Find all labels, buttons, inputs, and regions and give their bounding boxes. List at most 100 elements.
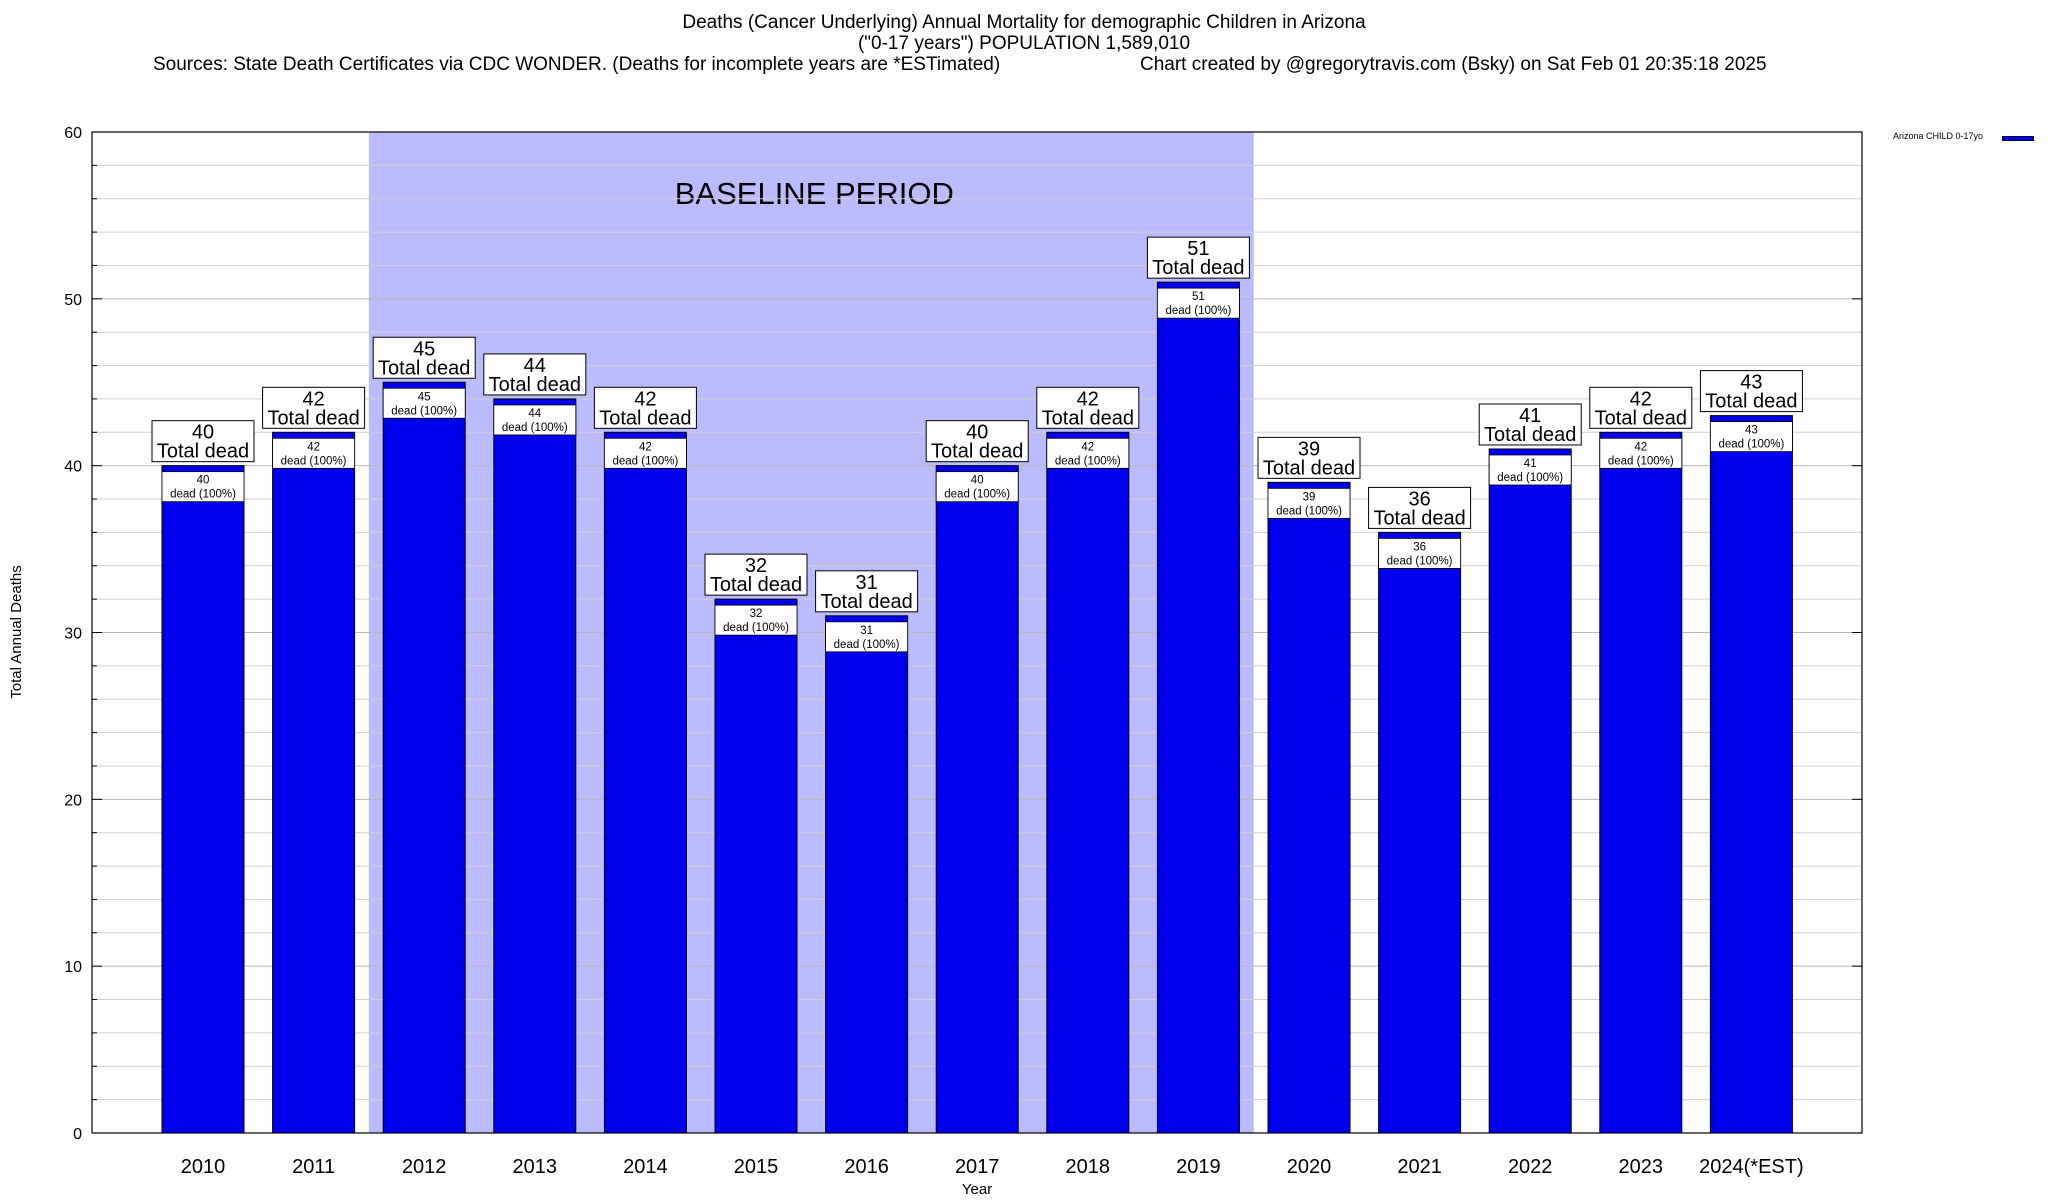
y-tick-label: 0 (73, 1126, 82, 1143)
total-label-box (593, 386, 697, 429)
inner-label-box (493, 404, 577, 436)
inner-value-label: 45 (418, 391, 431, 403)
total-value-label: 40 (966, 422, 988, 444)
total-text-label: Total dead (1373, 507, 1465, 529)
x-axis-label: Year (962, 1181, 992, 1198)
bar (1488, 448, 1572, 1134)
total-label-box (815, 570, 919, 613)
total-value-label: 42 (302, 388, 324, 410)
inner-label-box (1488, 454, 1572, 486)
inner-value-label: 42 (307, 441, 320, 453)
bar (1709, 415, 1793, 1134)
inner-percent-label: dead (100%) (170, 489, 236, 501)
inner-label-box (1710, 421, 1793, 453)
inner-percent-label: dead (100%) (1055, 455, 1121, 467)
total-label-box (483, 353, 587, 396)
bar (714, 598, 798, 1134)
inner-label-box (1599, 437, 1683, 469)
y-tick-label: 30 (64, 626, 82, 643)
total-label-box (704, 553, 808, 596)
bar-layer (161, 281, 1793, 1134)
total-label-box (151, 420, 255, 463)
total-label-box (262, 386, 366, 429)
bar (1378, 531, 1462, 1134)
total-value-label: 42 (1077, 388, 1099, 410)
x-tick-label: 2019 (1176, 1156, 1221, 1178)
inner-value-label: 31 (860, 625, 873, 637)
inner-value-label: 42 (639, 441, 652, 453)
bar (825, 615, 909, 1134)
inner-label-box (382, 387, 466, 419)
inner-value-label: 51 (1192, 291, 1205, 303)
y-tick-label: 20 (64, 792, 82, 809)
total-value-label: 42 (1630, 388, 1652, 410)
inner-percent-label: dead (100%) (281, 455, 347, 467)
total-label-box (372, 336, 476, 379)
chart-title-line-1: Deaths (Cancer Underlying) Annual Mortal… (682, 12, 1366, 33)
total-label-box (1257, 436, 1361, 479)
total-text-label: Total dead (820, 591, 912, 613)
inner-percent-label: dead (100%) (1497, 472, 1563, 484)
bar (272, 431, 356, 1134)
inner-value-label: 39 (1303, 491, 1316, 503)
total-value-label: 36 (1408, 488, 1430, 510)
inner-label-box (714, 604, 798, 636)
total-value-label: 40 (192, 422, 214, 444)
inner-value-label: 44 (528, 408, 541, 420)
total-label-box (1478, 403, 1582, 446)
inner-label-box (1046, 437, 1130, 469)
total-text-label: Total dead (1042, 407, 1134, 429)
total-value-label: 43 (1740, 372, 1762, 394)
axis-layer: 0 10 20 30 40 50 60 Total Annual Deaths Year (8, 125, 1862, 1198)
total-text-label: Total dead (1152, 257, 1244, 279)
inner-percent-label: dead (100%) (723, 622, 789, 634)
x-tick-label: 2013 (513, 1156, 558, 1178)
inner-percent-label: dead (100%) (944, 489, 1010, 501)
inner-label-box (1378, 538, 1461, 569)
x-tick-label: 2011 (292, 1156, 335, 1178)
baseline-label: BASELINE PERIOD (675, 176, 954, 211)
bar (493, 398, 577, 1134)
y-tick-label: 10 (64, 959, 82, 976)
total-value-label: 32 (745, 555, 767, 577)
bar (161, 465, 245, 1134)
total-value-label: 39 (1298, 438, 1320, 460)
inner-percent-label: dead (100%) (834, 639, 900, 651)
total-value-label: 31 (855, 572, 877, 594)
x-tick-label: 2015 (734, 1156, 779, 1178)
total-label-box (1036, 386, 1140, 429)
total-value-label: 45 (413, 338, 435, 360)
inner-percent-label: dead (100%) (1165, 305, 1231, 317)
inner-value-label: 43 (1745, 425, 1758, 437)
total-label-box (1368, 486, 1472, 529)
chart-credit-text: Chart created by @gregorytravis.com (Bsk… (1140, 54, 1767, 75)
bar (1046, 431, 1130, 1134)
x-tick-label: 2020 (1287, 1156, 1332, 1178)
inner-value-label: 40 (197, 475, 210, 487)
inner-value-label: 32 (750, 608, 763, 620)
bar (935, 465, 1019, 1134)
total-text-label: Total dead (599, 407, 691, 429)
bar (1267, 481, 1351, 1134)
chart-source-text: Sources: State Death Certificates via CD… (153, 54, 1001, 75)
legend-swatch (2002, 136, 2034, 141)
total-text-label: Total dead (1263, 457, 1355, 479)
total-text-label: Total dead (1484, 424, 1576, 446)
total-value-label: 44 (524, 355, 546, 377)
x-tick-label: 2014 (623, 1156, 668, 1178)
x-tick-label: 2021 (1397, 1156, 1442, 1178)
inner-label-box (1267, 487, 1351, 519)
total-value-label: 42 (634, 388, 656, 410)
x-tick-label: 2018 (1066, 1156, 1111, 1178)
x-tick-label: 2012 (402, 1156, 447, 1178)
total-text-label: Total dead (931, 441, 1023, 463)
total-text-label: Total dead (1595, 407, 1687, 429)
bar (603, 431, 687, 1134)
x-tick-label: 2023 (1619, 1156, 1664, 1178)
bar (1156, 281, 1240, 1134)
total-text-label: Total dead (378, 357, 470, 379)
y-tick-label: 60 (64, 125, 82, 142)
x-tick-label: 2017 (955, 1156, 1000, 1178)
